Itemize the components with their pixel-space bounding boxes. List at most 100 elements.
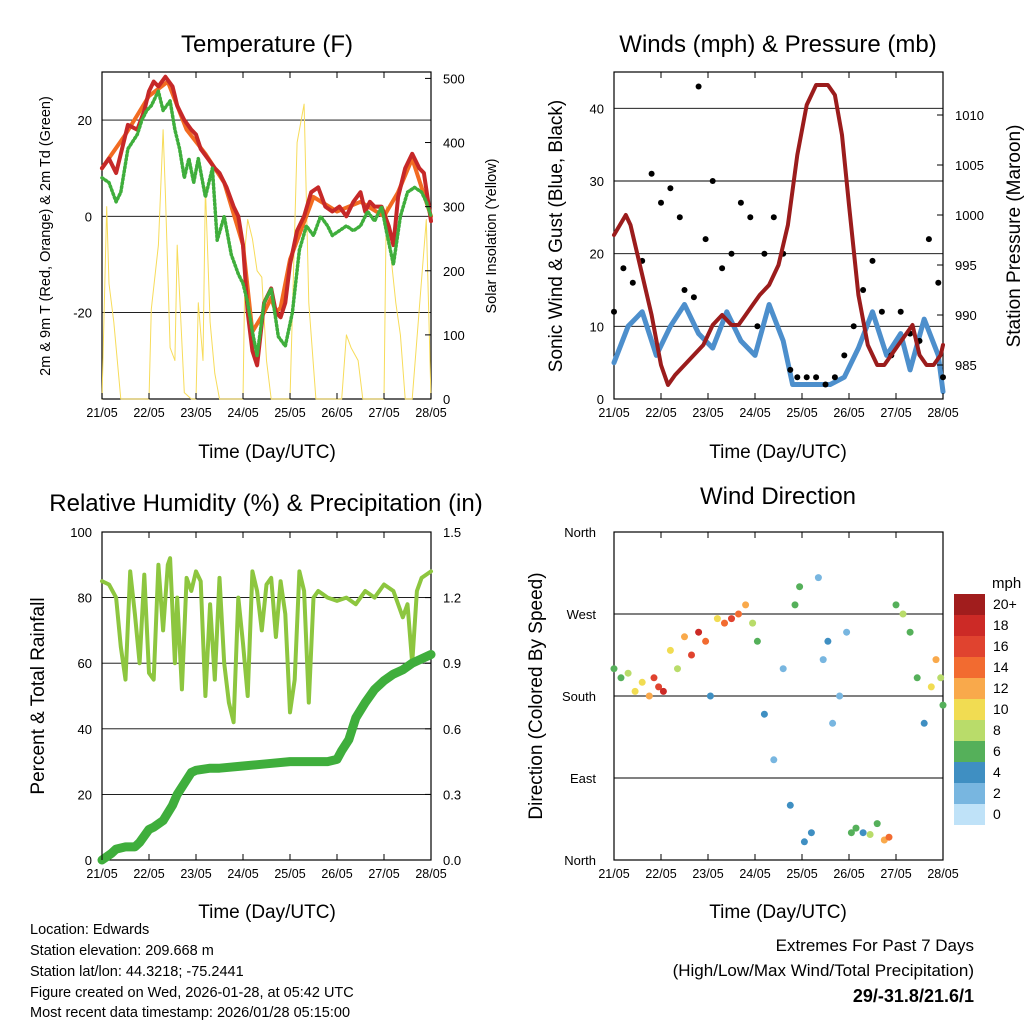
x-tick-label: 25/05 [786, 406, 817, 420]
winddir-point [807, 829, 815, 837]
x-tick-label: 22/05 [133, 406, 164, 420]
winds-y-tick-label: 40 [590, 101, 604, 116]
gust-point [681, 287, 688, 293]
colorbar-label: 14 [993, 659, 1009, 675]
winddir-point [892, 601, 900, 609]
temperature-title: Temperature (F) [181, 31, 353, 58]
humidity-title: Relative Humidity (%) & Precipitation (i… [49, 490, 482, 517]
winddir-point [638, 678, 646, 686]
temperature-y-tick-label: -20 [73, 305, 92, 320]
humidity-y-tick-label: 60 [78, 656, 92, 671]
solar-y-tick-label: 400 [443, 136, 465, 151]
winddir-point [836, 692, 844, 700]
solar-y-tick-label: 200 [443, 264, 465, 279]
winddir-point [920, 719, 928, 727]
winddir-y-label: Direction (Colored By Speed) [526, 572, 547, 819]
winds-y-tick-label: 0 [597, 392, 604, 407]
winddir-y-tick-label: West [567, 607, 597, 622]
winddir-point [939, 701, 947, 709]
sonic-wind-line [611, 302, 946, 395]
gust-point [620, 265, 627, 272]
precip-y-tick-label: 0.0 [443, 853, 461, 868]
colorbar-swatch [954, 636, 985, 657]
gust-point [850, 323, 857, 330]
gust-point [737, 199, 744, 206]
humidity-y-tick-label: 0 [85, 853, 92, 868]
gust-point [813, 374, 820, 381]
temperature-y-tick-label: 0 [85, 209, 92, 224]
colorbar-swatch [954, 699, 985, 720]
x-tick-label: 26/05 [321, 406, 352, 420]
winddir-point [753, 637, 761, 645]
winddir-y-tick-label: North [564, 525, 596, 540]
winddir-point [742, 601, 750, 609]
solar-y-tick-label: 0 [443, 392, 450, 407]
x-tick-label: 25/05 [274, 406, 305, 420]
colorbar-label: 16 [993, 638, 1009, 654]
precipitation-line [97, 650, 436, 865]
gust-point [658, 199, 664, 206]
winddir-point [735, 610, 742, 618]
colorbar-label: 12 [993, 680, 1009, 696]
extremes-subtitle: (High/Low/Max Wind/Total Precipitation) [672, 961, 974, 980]
winddir-point [859, 829, 867, 837]
x-tick-label: 23/05 [180, 867, 211, 881]
winddir-point [814, 574, 822, 582]
precip-y-tick-label: 0.6 [443, 722, 461, 737]
colorbar-swatch [954, 783, 985, 804]
x-tick-label: 26/05 [321, 867, 352, 881]
colorbar-swatch [954, 720, 985, 741]
x-tick-label: 25/05 [274, 867, 305, 881]
humidity-panel: Relative Humidity (%) & Precipitation (i… [28, 490, 483, 923]
humidity-plot-frame [101, 531, 432, 861]
gust-point [709, 178, 716, 184]
winddir-x-label: Time (Day/UTC) [709, 902, 847, 923]
x-tick-label: 24/05 [739, 406, 770, 420]
colorbar-label: 20+ [993, 596, 1017, 612]
winddir-point [610, 665, 618, 673]
winddir-point [932, 656, 940, 664]
humidity-y-tick-label: 80 [78, 591, 92, 606]
colorbar-label: 2 [993, 785, 1001, 801]
x-tick-label: 24/05 [739, 867, 770, 881]
winddir-point [843, 628, 851, 636]
winddir-point [713, 615, 721, 623]
precip-y-tick-label: 0.9 [443, 656, 461, 671]
winddir-point [899, 610, 907, 618]
winddir-point [937, 674, 945, 682]
gust-point [897, 308, 904, 315]
x-tick-label: 28/05 [927, 867, 958, 881]
temperature-y-tick-label: 20 [78, 113, 92, 128]
winddir-point [760, 710, 768, 718]
winds-panel: Winds (mph) & Pressure (mb) 0 10 20 30 40 985… [546, 31, 1024, 463]
solar-y-tick-label: 500 [443, 71, 465, 86]
x-tick-label: 26/05 [833, 406, 864, 420]
colorbar-swatch [954, 741, 985, 762]
x-tick-label: 23/05 [692, 867, 723, 881]
gust-point [878, 308, 885, 315]
winddir-point [645, 692, 653, 700]
pressure-y-tick-label: 1000 [955, 208, 984, 223]
winddir-point [791, 601, 799, 609]
humidity-y-label: Percent & Total Rainfall [28, 597, 49, 794]
colorbar-label: 8 [993, 722, 1001, 738]
gust-point [803, 374, 810, 381]
pressure-y-tick-label: 1010 [955, 108, 984, 123]
winds-y-label: Sonic Wind & Gust (Blue, Black) [546, 100, 567, 372]
humidity-y-tick-label: 40 [78, 722, 92, 737]
x-tick-label: 25/05 [786, 867, 817, 881]
gust-point [860, 287, 867, 293]
winddir-panel: Wind Direction NorthEastSouthWestNorth21… [526, 483, 1021, 923]
gust-point [761, 250, 768, 257]
gust-point [702, 236, 709, 243]
gust-point [869, 257, 876, 264]
gust-point [695, 83, 702, 90]
precip-y-tick-label: 1.5 [443, 525, 461, 540]
info-created: Figure created on Wed, 2026-01-28, at 05… [30, 985, 354, 1001]
winds-y-tick-label: 10 [590, 319, 604, 334]
colorbar-swatch [954, 615, 985, 636]
x-tick-label: 28/05 [415, 406, 446, 420]
winds-y-tick-label: 20 [590, 247, 604, 262]
winddir-point [655, 683, 663, 691]
